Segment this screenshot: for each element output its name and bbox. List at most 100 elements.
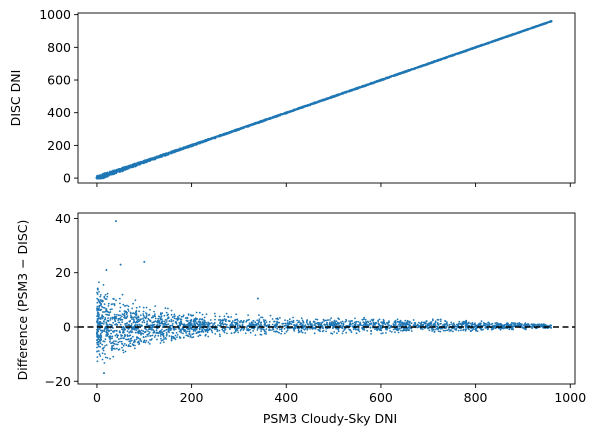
top-scatter-point [392,74,395,77]
bottom-scatter-point [135,312,138,315]
bottom-scatter-point [99,294,102,296]
bottom-scatter-point [145,339,148,342]
bottom-scatter-point [147,330,149,332]
bottom-scatter-point [122,344,125,347]
bottom-scatter-point [256,329,259,331]
bottom-scatter-point [148,343,151,345]
bottom-scatter-point [127,308,129,311]
bottom-scatter-point [304,325,307,327]
bottom-scatter-point [401,321,404,324]
bottom-scatter-point [425,320,428,322]
bottom-scatter-point [98,291,100,293]
bottom-scatter-point [178,336,181,338]
top-scatter-point [385,77,388,80]
top-scatter-point [442,57,445,60]
bottom-scatter-point [416,326,419,329]
bottom-scatter-point [234,330,237,333]
bottom-scatter-point [111,341,114,344]
top-scatter-point [435,59,438,62]
top-scatter-point [160,154,163,158]
bottom-scatter-point [119,323,122,326]
bottom-scatter-point [412,324,415,327]
bottom-scatter-point [321,325,324,328]
bottom-scatter-point [183,336,185,339]
bottom-scatter-point [104,353,106,355]
bottom-scatter-point [322,318,325,321]
bottom-scatter-point [237,331,240,334]
top-y-tick-label-3: 600 [47,73,71,88]
bottom-scatter-point [165,338,168,340]
bottom-scatter-point [138,330,141,333]
bottom-scatter-point [217,324,219,327]
bottom-scatter-point [102,323,105,325]
bottom-scatter-point [410,327,413,330]
bottom-scatter-point [480,328,483,331]
bottom-scatter-point [122,331,125,334]
bottom-scatter-point [207,322,210,325]
bottom-scatter-point [144,317,147,319]
bottom-scatter-point [109,335,112,338]
bottom-scatter-point [354,317,356,320]
bottom-scatter-point [141,324,143,327]
bottom-scatter-point [306,319,309,322]
bottom-scatter-point [101,329,104,332]
bottom-scatter-point [105,313,107,316]
bottom-scatter-point [516,324,519,327]
bottom-scatter-point [541,324,544,326]
top-scatter-point [281,113,284,116]
bottom-scatter-point [476,330,479,332]
bottom-scatter-point [480,320,483,323]
bottom-scatter-point [222,319,225,322]
bottom-scatter-point [221,321,224,323]
bottom-scatter-point [325,319,328,322]
bottom-scatter-point [138,306,141,308]
bottom-scatter-point [151,328,153,331]
bottom-scatter-point [290,323,293,325]
bottom-scatter-point [128,340,131,343]
bottom-scatter-point [130,314,132,317]
bottom-scatter-point [133,316,136,318]
bottom-scatter-point [340,321,342,324]
top-scatter-point [352,88,355,91]
top-scatter-point [467,48,470,52]
bottom-scatter-point [157,315,160,318]
bottom-scatter-point [149,308,151,311]
bottom-scatter-point [97,340,100,343]
bottom-scatter-point [115,299,117,302]
bottom-scatter-point [292,327,295,330]
bottom-scatter-point [369,326,372,329]
bottom-scatter-point [123,343,126,345]
bottom-scatter-point [107,329,109,331]
top-series-point [379,79,383,82]
bottom-scatter-point [168,335,171,337]
bottom-scatter-point [405,329,408,332]
bottom-scatter-point [172,335,174,338]
bottom-scatter-point [330,317,332,319]
bottom-scatter-point [349,320,352,323]
bottom-scatter-point [147,317,150,320]
top-scatter-point [256,121,259,125]
bottom-scatter-point [280,332,282,335]
bottom-scatter-point [170,338,173,340]
top-scatter-point [158,155,161,158]
top-scatter-point [362,85,365,88]
bottom-scatter-point [110,347,113,350]
bottom-scatter-point [432,323,435,326]
bottom-scatter-point [176,334,179,336]
bottom-scatter-point [191,333,194,336]
bottom-scatter-point [118,317,121,320]
bottom-scatter-point [430,322,433,325]
top-series-point [474,46,477,49]
bottom-scatter-point [172,319,175,322]
bottom-scatter-point [112,303,114,305]
bottom-scatter-point [152,324,154,326]
bottom-scatter-point [296,319,298,322]
top-scatter-point [246,125,249,128]
bottom-scatter-point [269,314,272,317]
top-scatter-point [187,145,190,148]
bottom-scatter-point [345,318,347,321]
bottom-scatter-point [96,317,99,320]
top-scatter-point [471,47,475,50]
top-scatter-point [532,26,535,29]
bottom-scatter-point [143,339,146,342]
